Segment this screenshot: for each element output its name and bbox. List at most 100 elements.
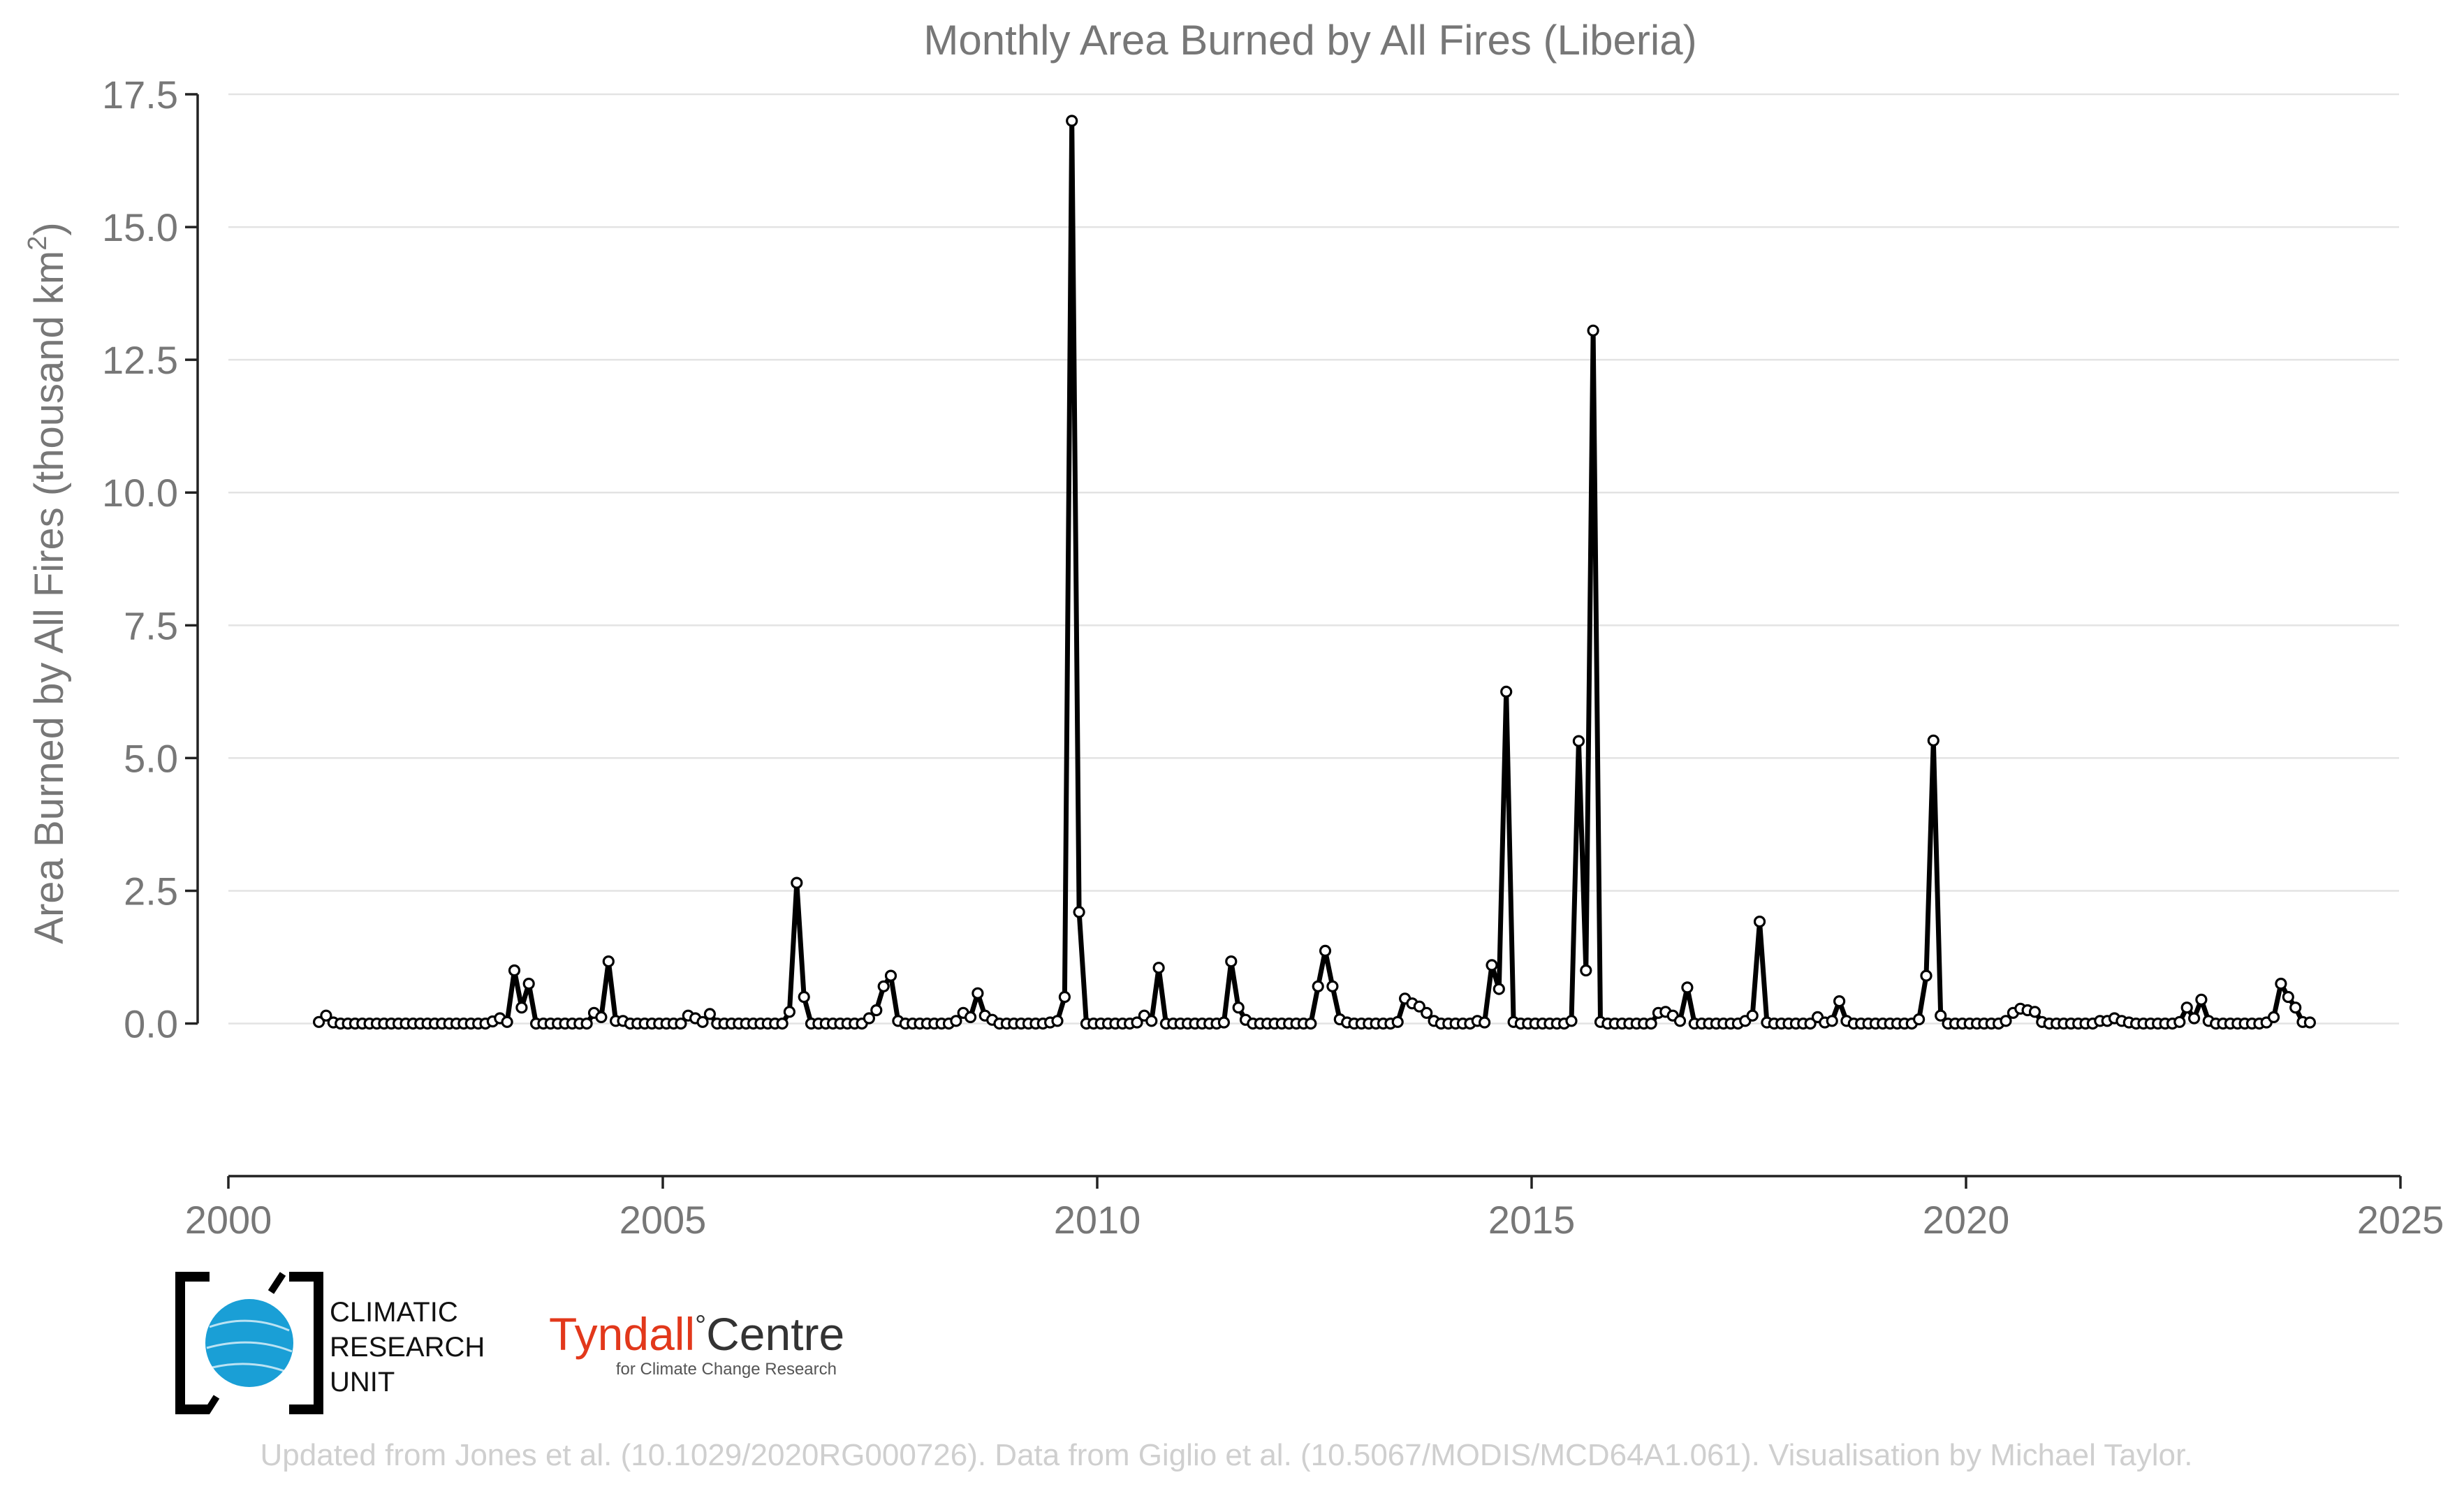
y-axis-label-tail: ) [27, 222, 72, 235]
data-point [791, 876, 803, 889]
data-point [1913, 1013, 1926, 1026]
data-point [2173, 1015, 2186, 1028]
x-tick-label: 2005 [619, 1198, 707, 1242]
data-point [2180, 1002, 2193, 1014]
cru-logo: CLIMATIC RESEARCH UNIT [175, 1272, 485, 1414]
series-area-burned [313, 115, 2316, 1030]
tyndall-logo: Tyndall°Centre for Climate Change Resear… [549, 1308, 844, 1379]
data-point [1493, 983, 1505, 995]
cru-logo-bracket-left [175, 1272, 210, 1414]
cru-logo-slash [203, 1272, 286, 1414]
y-tick-label: 10.0 [102, 471, 178, 515]
chart-title: Monthly Area Burned by All Fires (Liberi… [923, 17, 1696, 64]
data-point [2000, 1015, 2012, 1027]
data-point [950, 1015, 962, 1027]
data-point [884, 969, 897, 982]
y-tick-label: 5.0 [124, 736, 178, 780]
gridlines [228, 93, 2399, 1025]
data-point [1645, 1017, 1657, 1030]
y-axis-label-main: Area Burned by All Fires (thousand km [27, 251, 72, 944]
data-point [1753, 915, 1766, 928]
data-point [1073, 906, 1085, 918]
data-point [776, 1017, 789, 1030]
y-tick-label: 17.5 [102, 73, 178, 117]
tyndall-degree: ° [695, 1310, 706, 1341]
data-point [1058, 990, 1071, 1004]
data-point [1066, 115, 1078, 127]
x-tick-label: 2020 [1923, 1198, 2010, 1242]
tyndall-logo-wordmark: Tyndall°Centre [549, 1308, 844, 1360]
data-point [602, 955, 615, 968]
data-point [1225, 955, 1238, 968]
data-point [1486, 959, 1498, 971]
y-tick-label: 0.0 [124, 1002, 178, 1046]
data-point [1572, 735, 1585, 747]
data-point [696, 1015, 709, 1028]
data-point [1935, 1009, 1947, 1022]
data-point [515, 1002, 528, 1014]
data-point [1833, 995, 1846, 1008]
data-point [2303, 1016, 2316, 1029]
data-point [1804, 1017, 1817, 1030]
y-axis-label-superscript: 2 [23, 236, 52, 251]
series-line [317, 118, 2310, 1027]
cru-logo-bracket-right [289, 1272, 323, 1414]
y-tick-label: 2.5 [124, 869, 178, 913]
data-point [1479, 1016, 1491, 1029]
data-point [1232, 1002, 1245, 1014]
data-point [1152, 962, 1165, 974]
data-point [2275, 977, 2287, 990]
data-point [1131, 1016, 1143, 1029]
cru-logo-line3: UNIT [330, 1367, 395, 1398]
data-point [1826, 1015, 1838, 1027]
data-point [1145, 1015, 1158, 1027]
data-point [1319, 944, 1332, 958]
data-point [320, 1009, 332, 1022]
tyndall-tagline: for Climate Change Research [616, 1360, 837, 1379]
data-point [580, 1017, 593, 1030]
data-point [1920, 969, 1933, 982]
data-point [1305, 1017, 1317, 1030]
data-point [1673, 1015, 1687, 1027]
x-tick-label: 2000 [185, 1198, 272, 1242]
data-point [508, 964, 521, 977]
x-tick-label: 2015 [1488, 1198, 1576, 1242]
data-point [1413, 1000, 1425, 1013]
data-point [783, 1006, 796, 1018]
data-point [1500, 685, 1513, 698]
data-point [971, 987, 984, 999]
x-tick-label: 2025 [2357, 1198, 2444, 1242]
data-point [2282, 990, 2294, 1004]
data-point [1565, 1015, 1578, 1027]
data-point [1421, 1006, 1433, 1019]
data-point [877, 980, 890, 992]
data-point [1312, 980, 1324, 992]
tyndall-word: Tyndall [549, 1308, 695, 1360]
data-point [522, 977, 535, 990]
data-point [501, 1015, 513, 1028]
data-point [798, 990, 810, 1004]
y-tick-label: 15.0 [102, 205, 178, 249]
data-point [1681, 981, 1694, 994]
data-point [1580, 964, 1592, 977]
data-point [2289, 1002, 2302, 1014]
data-point [1051, 1015, 1064, 1027]
cru-logo-line2: RESEARCH [330, 1332, 485, 1363]
y-axis-label: Area Burned by All Fires (thousand km2) [23, 222, 72, 944]
data-point [2028, 1006, 2041, 1018]
data-point [2195, 993, 2208, 1006]
data-point [595, 1011, 608, 1024]
data-point [703, 1008, 717, 1020]
data-point [863, 1012, 876, 1025]
data-point [2268, 1011, 2280, 1024]
data-point [1927, 734, 1939, 747]
x-axis: 2000 2005 2010 2015 2020 2025 [185, 1175, 2444, 1242]
data-point [313, 1015, 325, 1028]
data-point [1326, 980, 1339, 992]
data-point [1217, 1016, 1231, 1029]
y-tick-label: 12.5 [102, 338, 178, 382]
data-point [870, 1004, 883, 1017]
data-point [2188, 1012, 2201, 1025]
data-point [1391, 1015, 1404, 1028]
